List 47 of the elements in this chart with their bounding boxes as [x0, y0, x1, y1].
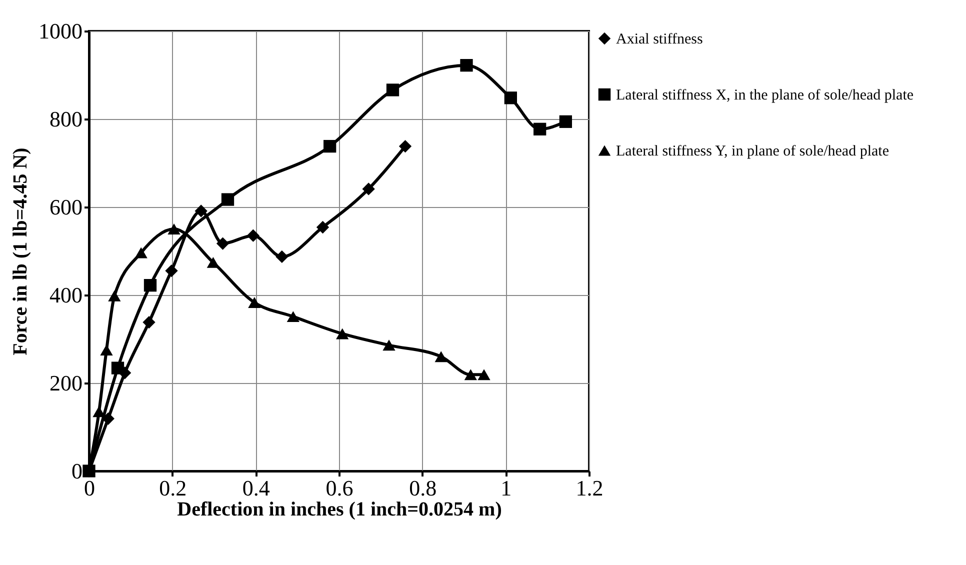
point [478, 369, 490, 380]
point [382, 340, 396, 351]
legend-label: Axial stiffness [616, 32, 703, 48]
y-tick-label: 400 [50, 282, 82, 308]
point [362, 182, 375, 196]
point [144, 278, 157, 292]
point [464, 369, 477, 380]
point [534, 122, 546, 136]
point [286, 311, 300, 322]
x-tick-label: 0.8 [409, 476, 437, 500]
point [246, 229, 260, 242]
point [398, 140, 412, 153]
point [434, 351, 448, 362]
point [504, 92, 517, 104]
point [168, 224, 180, 234]
point [221, 193, 234, 206]
point [316, 220, 330, 234]
y-tick-label: 800 [50, 106, 82, 132]
point [276, 250, 288, 264]
point [216, 237, 230, 250]
y-tick-label: 0 [72, 458, 82, 484]
legend-label: Lateral stiffness Y, in plane of sole/head plate [616, 144, 890, 160]
point [559, 115, 572, 128]
x-axis-title: Deflection in inches (1 inch=0.0254 m) [177, 498, 502, 520]
point [460, 58, 473, 72]
x-tick-label: 0.2 [159, 476, 187, 500]
legend-label: Lateral stiffness X, in the plane of sole/head plate [616, 88, 914, 104]
point [134, 247, 148, 258]
y-axis-title: Force in lb (1 lb=4.45 N) [10, 148, 32, 356]
x-tick-label: 0.6 [326, 476, 354, 500]
point [206, 256, 220, 268]
x-tick-label: 0.4 [242, 476, 270, 500]
point [386, 84, 400, 96]
point [165, 264, 178, 278]
point [108, 290, 121, 302]
point [336, 328, 349, 340]
point [142, 316, 156, 329]
y-tick-label: 1000 [38, 18, 82, 44]
point [248, 297, 261, 308]
x-tick-label: 1.2 [576, 476, 604, 500]
point [100, 344, 113, 356]
point [194, 204, 208, 218]
y-tick-label: 200 [50, 370, 82, 396]
point [118, 366, 132, 380]
y-tick-label: 600 [50, 194, 82, 220]
point [324, 140, 336, 153]
x-tick-label: 1 [500, 476, 512, 500]
